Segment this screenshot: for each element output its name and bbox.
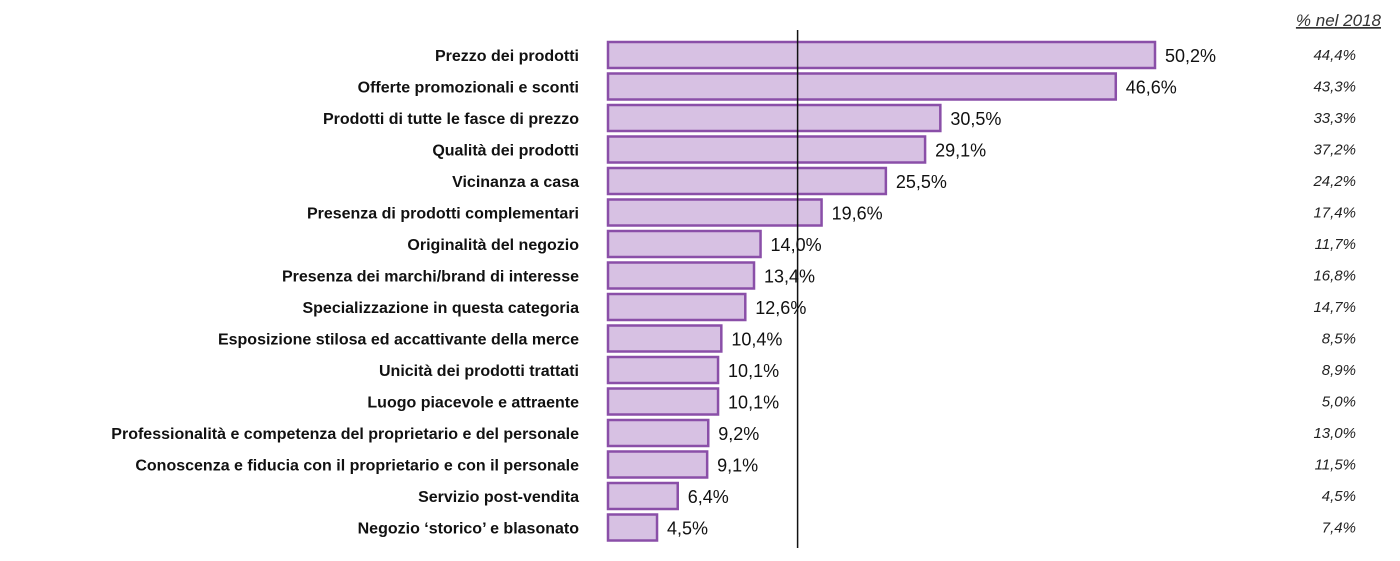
value-label: 10,4% [731,330,782,350]
comparison-value-label: 7,4% [1322,520,1356,537]
value-label: 14,0% [771,235,822,255]
category-label: Esposizione stilosa ed accattivante dell… [218,332,579,349]
category-label: Professionalità e competenza del proprie… [111,426,579,443]
category-label: Prezzo dei prodotti [435,48,579,65]
bar [606,72,1118,101]
bar [606,229,762,259]
category-label: Servizio post-vendita [418,489,579,506]
value-label: 9,2% [718,424,759,444]
bar [606,481,679,511]
value-label: 10,1% [728,361,779,381]
comparison-value-label: 14,7% [1313,299,1356,316]
comparison-header: % nel 2018 [1296,11,1382,30]
category-label: Negozio ‘storico’ e blasonato [358,521,580,538]
bars-group: Prezzo dei prodotti 50,2% 44,4% Offerte pro… [111,40,1356,542]
comparison-value-label: 17,4% [1313,205,1356,222]
bar [606,198,823,227]
comparison-value-label: 16,8% [1313,268,1356,285]
bar [606,166,888,196]
value-label: 13,4% [764,267,815,287]
category-label: Specializzazione in questa categoria [302,300,579,317]
bar [606,261,756,290]
value-label: 9,1% [717,456,758,476]
bar [606,387,720,416]
comparison-value-label: 8,9% [1322,362,1356,379]
category-label: Prodotti di tutte le fasce di prezzo [323,111,579,128]
category-label: Conoscenza e fiducia con il proprietario… [135,458,579,475]
comparison-value-label: 5,0% [1322,394,1356,411]
comparison-value-label: 11,5% [1315,457,1356,474]
category-label: Qualità dei prodotti [432,143,579,160]
value-label: 46,6% [1126,78,1177,98]
bar [606,355,720,385]
value-label: 4,5% [667,519,708,539]
comparison-value-label: 8,5% [1322,331,1356,348]
value-label: 29,1% [935,141,986,161]
value-label: 6,4% [688,487,729,507]
comparison-value-label: 11,7% [1315,236,1356,253]
bar [606,513,659,542]
comparison-value-label: 43,3% [1313,79,1356,96]
value-label: 10,1% [728,393,779,413]
comparison-value-label: 37,2% [1313,142,1356,159]
value-label: 25,5% [896,172,947,192]
category-label: Offerte promozionali e sconti [358,80,579,97]
category-label: Luogo piacevole e attraente [367,395,579,412]
comparison-value-label: 13,0% [1313,425,1356,442]
comparison-value-label: 4,5% [1322,488,1356,505]
value-label: 30,5% [950,109,1001,129]
bar [606,103,942,133]
comparison-value-label: 24,2% [1312,173,1356,190]
bar [606,450,709,479]
value-label: 50,2% [1165,46,1216,66]
value-label: 19,6% [832,204,883,224]
bar [606,40,1157,70]
category-label: Presenza di prodotti complementari [307,206,579,223]
bar [606,292,747,322]
bar [606,324,723,353]
bar [606,418,710,448]
bar [606,135,927,164]
category-label: Unicità dei prodotti trattati [379,363,579,380]
comparison-value-label: 44,4% [1313,47,1356,64]
category-label: Originalità del negozio [407,237,579,254]
category-label: Vicinanza a casa [452,174,579,191]
value-label: 12,6% [755,298,806,318]
comparison-value-label: 33,3% [1313,110,1356,127]
category-label: Presenza dei marchi/brand di interesse [282,269,579,286]
